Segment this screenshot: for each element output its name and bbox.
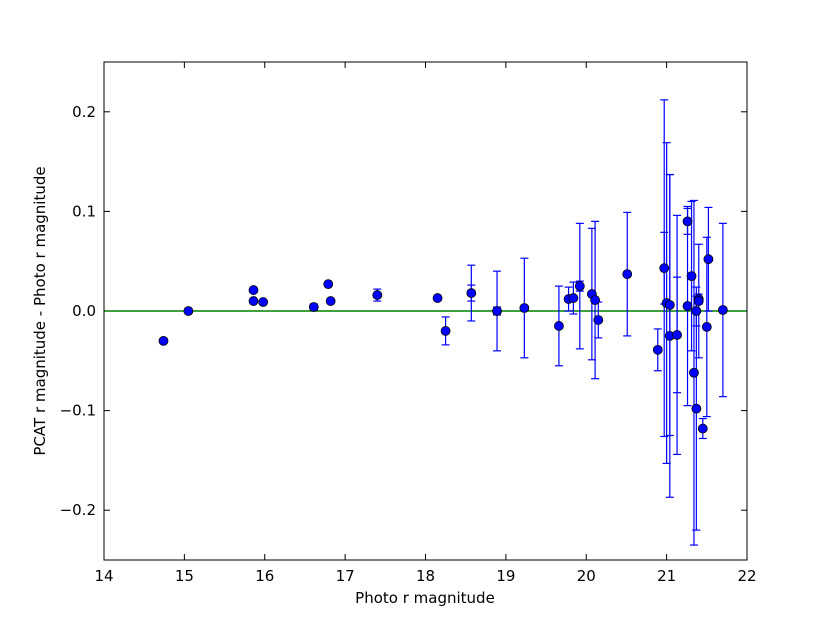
x-tick-label: 18 xyxy=(416,567,435,585)
data-point xyxy=(622,269,633,280)
data-point xyxy=(432,293,443,303)
data-points xyxy=(158,216,728,434)
data-point xyxy=(693,296,704,306)
data-point xyxy=(689,367,699,378)
data-point xyxy=(519,303,530,313)
data-point xyxy=(183,306,194,316)
data-point xyxy=(554,321,564,331)
data-point xyxy=(659,263,670,274)
data-point xyxy=(593,315,604,325)
x-tick-label: 16 xyxy=(255,567,274,585)
data-point xyxy=(158,335,169,346)
x-tick-label: 20 xyxy=(577,567,596,585)
x-tick-label: 19 xyxy=(496,567,515,585)
data-point xyxy=(492,306,502,316)
data-point xyxy=(652,344,663,355)
y-tick-label: 0.2 xyxy=(72,103,96,121)
data-point xyxy=(697,423,708,434)
data-point xyxy=(574,281,585,292)
x-axis-label: Photo r magnitude xyxy=(355,589,495,607)
data-point xyxy=(682,216,693,227)
x-tick-label: 22 xyxy=(737,567,756,585)
data-point xyxy=(325,296,336,306)
plot-frame xyxy=(103,61,748,561)
data-point xyxy=(323,279,334,290)
x-tick-label: 15 xyxy=(175,567,194,585)
data-point xyxy=(691,403,702,414)
x-axis-ticks: 14 15 16 17 18 19 20 21 22 xyxy=(94,62,757,585)
x-tick-label: 17 xyxy=(336,567,355,585)
y-axis-ticks: −0.2 −0.1 0.0 0.1 0.2 xyxy=(60,103,747,519)
y-tick-label: 0.0 xyxy=(72,302,96,320)
y-axis-label: PCAT r magnitude - Photo r magnitude xyxy=(31,166,49,455)
data-point xyxy=(701,322,712,332)
data-point xyxy=(308,302,319,312)
data-point xyxy=(466,288,477,298)
data-point xyxy=(258,297,269,307)
data-point xyxy=(440,326,451,336)
data-point xyxy=(590,295,600,305)
data-point xyxy=(248,296,259,306)
data-point xyxy=(568,293,579,303)
data-point xyxy=(664,300,675,310)
x-tick-label: 21 xyxy=(657,567,676,585)
data-point xyxy=(682,301,693,311)
data-point xyxy=(717,305,728,315)
data-point xyxy=(686,271,697,282)
data-point xyxy=(372,290,383,300)
y-tick-label: −0.2 xyxy=(60,501,96,519)
x-tick-label: 14 xyxy=(94,567,113,585)
data-point xyxy=(691,306,702,316)
data-point xyxy=(672,330,682,340)
data-point xyxy=(703,254,714,265)
y-tick-label: −0.1 xyxy=(60,402,96,420)
data-point xyxy=(248,285,259,295)
y-tick-label: 0.1 xyxy=(72,202,96,220)
